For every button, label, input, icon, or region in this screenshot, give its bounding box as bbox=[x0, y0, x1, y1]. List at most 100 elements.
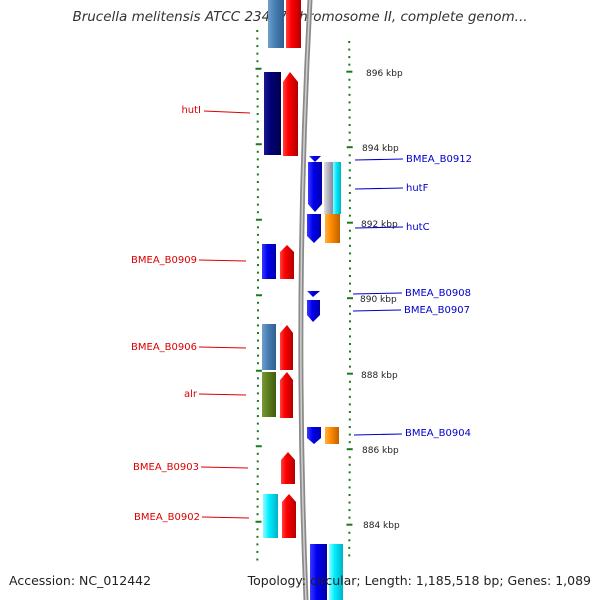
tick-mark bbox=[348, 252, 351, 255]
tick-mark bbox=[348, 78, 351, 81]
tick-mark bbox=[348, 161, 351, 164]
tick-mark bbox=[348, 539, 351, 542]
gene-feature[interactable] bbox=[262, 372, 276, 417]
tick-mark bbox=[348, 426, 351, 429]
tick-mark bbox=[256, 422, 259, 425]
gene-label[interactable]: BMEA_B0909 bbox=[131, 255, 197, 266]
tick-mark bbox=[348, 267, 351, 270]
gene-feature[interactable] bbox=[310, 544, 327, 600]
gene-label[interactable]: BMEA_B0906 bbox=[131, 342, 197, 353]
tick-marks bbox=[255, 30, 353, 561]
gene-label[interactable]: hutC bbox=[406, 222, 430, 233]
gene-feature[interactable] bbox=[268, 0, 284, 48]
gene-feature[interactable] bbox=[324, 162, 333, 214]
tick-mark bbox=[348, 275, 351, 278]
gene-feature[interactable] bbox=[280, 325, 293, 370]
gene-feature[interactable] bbox=[280, 245, 294, 279]
gene-feature[interactable] bbox=[264, 72, 281, 155]
tick-mark bbox=[348, 63, 351, 66]
tick-mark bbox=[348, 124, 351, 127]
tick-mark bbox=[256, 430, 259, 433]
tick-mark bbox=[348, 101, 351, 104]
gene-feature[interactable] bbox=[307, 300, 320, 322]
tick-mark bbox=[256, 203, 259, 206]
gene-feature[interactable] bbox=[307, 427, 321, 444]
gene-feature[interactable] bbox=[309, 156, 321, 162]
tick-mark bbox=[255, 218, 262, 221]
kbp-label: 892 kbp bbox=[361, 220, 398, 230]
gene-label[interactable]: hutI bbox=[181, 105, 201, 116]
leader-line bbox=[200, 466, 249, 469]
right-features bbox=[307, 156, 343, 600]
gene-label[interactable]: BMEA_B0904 bbox=[405, 428, 471, 439]
leader-line bbox=[352, 292, 403, 295]
tick-mark bbox=[255, 369, 262, 372]
gene-feature[interactable] bbox=[282, 494, 296, 538]
tick-mark bbox=[346, 221, 353, 224]
tick-mark bbox=[348, 207, 351, 210]
tick-mark bbox=[256, 437, 259, 440]
gene-feature[interactable] bbox=[329, 544, 343, 600]
tick-mark bbox=[256, 120, 259, 123]
gene-feature[interactable] bbox=[262, 244, 276, 279]
tick-mark bbox=[256, 528, 259, 531]
leader-line bbox=[198, 393, 247, 396]
gene-label[interactable]: BMEA_B0912 bbox=[406, 154, 472, 165]
gene-feature[interactable] bbox=[263, 494, 278, 538]
gene-feature[interactable] bbox=[307, 291, 320, 297]
gene-feature[interactable] bbox=[325, 427, 339, 444]
tick-mark bbox=[346, 372, 353, 375]
tick-mark bbox=[256, 37, 259, 40]
gene-feature[interactable] bbox=[262, 324, 276, 370]
gene-label[interactable]: alr bbox=[184, 389, 198, 400]
gene-label[interactable]: BMEA_B0907 bbox=[404, 305, 470, 316]
gene-feature[interactable] bbox=[325, 214, 340, 243]
tick-mark bbox=[256, 45, 259, 48]
gene-label[interactable]: BMEA_B0908 bbox=[405, 288, 471, 299]
tick-mark bbox=[256, 460, 259, 463]
kbp-label: 890 kbp bbox=[360, 295, 397, 305]
gene-label[interactable]: BMEA_B0903 bbox=[133, 462, 199, 473]
gene-feature[interactable] bbox=[280, 372, 293, 418]
gene-feature[interactable] bbox=[286, 0, 301, 48]
tick-mark bbox=[348, 139, 351, 142]
gene-feature[interactable] bbox=[283, 72, 298, 156]
tick-mark bbox=[348, 478, 351, 481]
gene-feature[interactable] bbox=[307, 214, 321, 243]
kbp-label: 886 kbp bbox=[362, 446, 399, 456]
tick-mark bbox=[256, 407, 259, 410]
tick-mark bbox=[256, 452, 259, 455]
gene-label[interactable]: BMEA_B0902 bbox=[134, 512, 200, 523]
tick-mark bbox=[256, 475, 259, 478]
gene-feature[interactable] bbox=[281, 452, 295, 484]
tick-mark bbox=[348, 456, 351, 459]
tick-mark bbox=[348, 176, 351, 179]
tick-mark bbox=[348, 41, 351, 43]
tick-mark bbox=[256, 233, 259, 236]
tick-mark bbox=[256, 97, 259, 100]
tick-mark bbox=[348, 192, 351, 194]
gene-label[interactable]: hutF bbox=[406, 183, 429, 194]
gene-feature[interactable] bbox=[333, 162, 341, 214]
tick-mark bbox=[348, 184, 351, 187]
leader-line bbox=[354, 158, 404, 161]
tick-mark bbox=[348, 290, 351, 293]
tick-mark bbox=[256, 128, 259, 131]
accession-text: Accession: NC_012442 bbox=[9, 573, 152, 588]
right-gene-labels: BMEA_B0912 hutF hutC BMEA_B0908 BMEA_B09… bbox=[352, 154, 472, 439]
tick-mark bbox=[348, 516, 351, 519]
tick-mark bbox=[256, 316, 259, 319]
tick-mark bbox=[256, 256, 259, 259]
gene-feature[interactable] bbox=[308, 162, 322, 212]
tick-mark bbox=[256, 415, 259, 418]
tick-mark bbox=[348, 305, 351, 308]
tick-mark bbox=[256, 535, 259, 538]
tick-mark bbox=[348, 388, 351, 391]
tick-mark bbox=[348, 335, 351, 338]
leader-line bbox=[353, 433, 403, 436]
tick-mark bbox=[256, 286, 259, 289]
tick-mark bbox=[348, 546, 351, 549]
leader-line bbox=[354, 226, 404, 229]
tick-mark bbox=[256, 498, 259, 501]
